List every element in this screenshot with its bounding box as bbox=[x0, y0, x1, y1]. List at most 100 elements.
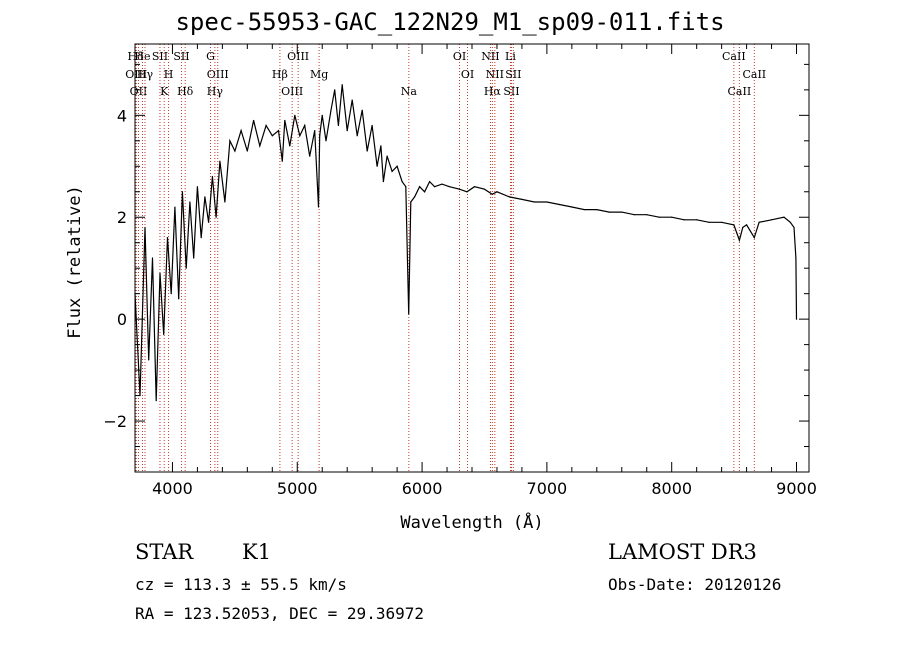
spectrum-point bbox=[571, 206, 573, 208]
spectrum-point bbox=[208, 221, 210, 223]
spectrum-point bbox=[155, 400, 157, 402]
spectrum-point bbox=[583, 208, 585, 211]
spectrum-point bbox=[204, 196, 206, 198]
spectrum-point bbox=[441, 183, 443, 185]
spectrum-point bbox=[211, 175, 213, 178]
spectrum-point bbox=[284, 119, 286, 122]
spectrum-point bbox=[334, 89, 336, 91]
spectrum-point bbox=[473, 186, 476, 188]
spectral-line-label: OIII bbox=[281, 85, 303, 98]
spectral-line-label: Na bbox=[401, 85, 418, 98]
spectrum-point bbox=[696, 219, 698, 221]
spectrum-point bbox=[366, 150, 368, 152]
spectral-line-label: Hγ bbox=[207, 85, 224, 98]
spectral-line-label: NII bbox=[486, 68, 504, 81]
spectrum-point bbox=[174, 206, 176, 208]
spectrum-point bbox=[533, 201, 536, 203]
y-tick-label: 4 bbox=[117, 106, 127, 125]
spectral-line-label: He bbox=[134, 50, 150, 63]
spectrum-point bbox=[337, 124, 340, 127]
spectral-line-label: SII bbox=[173, 50, 189, 63]
spectrum-point bbox=[234, 150, 236, 152]
spectral-line-label: OI bbox=[461, 68, 474, 81]
spectrum-point bbox=[391, 170, 393, 172]
spectral-line-label: OII bbox=[130, 85, 148, 98]
spectrum-point bbox=[151, 257, 154, 259]
spectrum-point bbox=[148, 359, 150, 361]
spectrum-point bbox=[783, 216, 785, 218]
spectrum-point bbox=[252, 119, 255, 122]
spectrum-point bbox=[346, 130, 348, 132]
redshift-text: cz = 113.3 ± 55.5 km/s bbox=[135, 575, 347, 594]
x-axis-label: Wavelength (Å) bbox=[400, 511, 543, 533]
spectrum-point bbox=[793, 226, 795, 229]
spectrum-point bbox=[413, 196, 416, 198]
spectrum-point bbox=[289, 145, 291, 147]
y-tick-label: 2 bbox=[117, 208, 127, 227]
x-tick-label: 5000 bbox=[277, 479, 318, 498]
spectral-line-label: SII bbox=[503, 85, 519, 98]
spectrum-point bbox=[317, 206, 320, 208]
y-tick-label: 0 bbox=[117, 310, 127, 329]
spectrum-point bbox=[448, 186, 451, 188]
spectrum-point bbox=[428, 180, 431, 183]
spectrum-point bbox=[596, 208, 598, 211]
spectrum-point bbox=[408, 313, 410, 315]
plot-frame bbox=[134, 43, 810, 473]
spectrum-point bbox=[189, 201, 191, 203]
spectral-line-label: CaII bbox=[722, 50, 746, 63]
spectrum-point bbox=[508, 196, 511, 198]
spectral-line-label: Hβ bbox=[272, 68, 288, 81]
spectral-line-label: Hγ bbox=[137, 68, 154, 81]
spectral-line-label: Hα bbox=[484, 85, 502, 98]
spectrum-point bbox=[341, 84, 343, 86]
spectrum-point bbox=[382, 180, 384, 183]
spectral-line-label: CaII bbox=[728, 85, 752, 98]
spectrum-point bbox=[166, 237, 169, 239]
spectrum-point bbox=[159, 272, 161, 274]
y-tick-label: −2 bbox=[103, 412, 127, 431]
x-tick-label: 7000 bbox=[527, 479, 568, 498]
series-layer bbox=[134, 84, 798, 402]
spectrum-point bbox=[259, 145, 261, 147]
spectrum-point bbox=[496, 191, 498, 193]
spectrum-point bbox=[371, 124, 373, 127]
spectrum-point bbox=[277, 130, 280, 132]
spectrum-point bbox=[170, 293, 172, 295]
spectrum-series-line bbox=[134, 84, 798, 401]
spectral-line-label: Mg bbox=[310, 68, 328, 81]
spectrum-point bbox=[294, 114, 296, 116]
spectrum-point bbox=[215, 216, 217, 218]
spectrum-point bbox=[356, 135, 358, 137]
spectrum-point bbox=[633, 214, 635, 216]
spectrum-point bbox=[314, 130, 316, 132]
spectrum-point bbox=[246, 150, 248, 152]
object-subclass: K1 bbox=[242, 540, 272, 564]
spectral-line-label: NII bbox=[481, 50, 499, 63]
spectrum-point bbox=[608, 211, 610, 213]
spectral-line-label: OIII bbox=[287, 50, 309, 63]
x-tick-label: 4000 bbox=[152, 479, 193, 498]
spectrum-point bbox=[224, 201, 226, 203]
spectrum-point bbox=[621, 211, 623, 213]
spectral-line-label: CaII bbox=[742, 68, 766, 81]
spectrum-point bbox=[144, 226, 146, 229]
spectrum-point bbox=[658, 216, 660, 218]
axes-layer: 4000 5000 6000 7000 8000 9000 −2 0 2 4 Wavelength … bbox=[65, 43, 817, 533]
spectrum-point bbox=[646, 214, 648, 216]
spectrum-point bbox=[219, 160, 221, 162]
spectrum-point bbox=[281, 160, 283, 162]
object-class: STAR bbox=[135, 540, 194, 564]
survey-label: LAMOST DR3 bbox=[608, 540, 757, 564]
spectrum-point bbox=[491, 193, 493, 195]
spectrum-point bbox=[240, 130, 242, 132]
spectrum-point bbox=[433, 186, 436, 188]
x-tick-label: 9000 bbox=[776, 479, 817, 498]
spectral-line-label: H bbox=[164, 68, 174, 81]
spectrum-point bbox=[736, 231, 738, 234]
spectrum-point bbox=[325, 140, 327, 142]
spectrum-point bbox=[304, 124, 306, 127]
spectrum-point bbox=[683, 219, 685, 221]
spectrum-point bbox=[181, 191, 184, 193]
